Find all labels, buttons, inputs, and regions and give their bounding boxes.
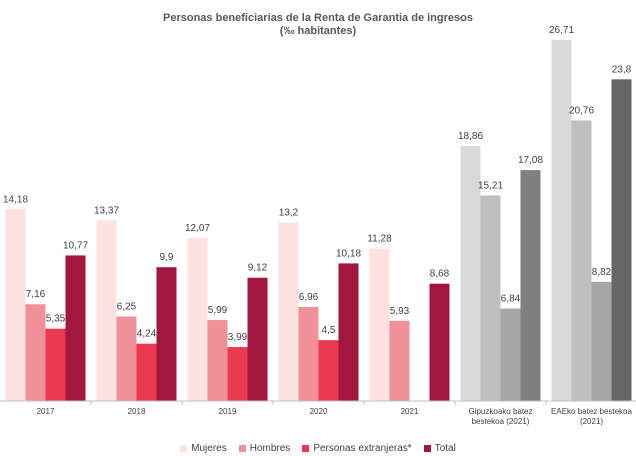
bar bbox=[5, 209, 26, 401]
bar bbox=[500, 308, 521, 401]
plot: 14,18 7,16 5,35 10,77 13,37 6,25 4,24 9,9 12,07 5… bbox=[0, 25, 636, 405]
value-label: 4,5 bbox=[322, 325, 336, 336]
x-tick-label: 2017 bbox=[36, 407, 55, 416]
value-label: 17,08 bbox=[518, 155, 543, 166]
legend-swatch bbox=[180, 445, 188, 452]
value-label: 7,16 bbox=[26, 289, 46, 300]
bar bbox=[611, 79, 632, 402]
value-label: 23,8 bbox=[612, 64, 632, 75]
value-label: 8,82 bbox=[592, 267, 612, 278]
legend-item: Total bbox=[423, 443, 456, 454]
bar bbox=[207, 320, 228, 401]
value-label: 6,96 bbox=[299, 292, 319, 303]
value-label: 20,76 bbox=[569, 105, 594, 116]
value-label: 6,84 bbox=[501, 294, 521, 305]
bar bbox=[247, 277, 268, 401]
legend-swatch bbox=[302, 445, 310, 452]
bar bbox=[227, 347, 248, 401]
x-tick-label: EAEko batez bestekoa (2021) bbox=[551, 407, 632, 426]
bar bbox=[551, 40, 572, 401]
value-label: 11,28 bbox=[367, 234, 392, 245]
legend-swatch bbox=[238, 445, 246, 452]
legend-swatch bbox=[423, 445, 431, 452]
bar bbox=[591, 281, 612, 401]
x-tick-label: 2019 bbox=[218, 407, 237, 416]
legend-label: Total bbox=[434, 443, 456, 454]
bar bbox=[571, 120, 592, 401]
bar bbox=[460, 146, 481, 401]
bar bbox=[25, 304, 46, 401]
value-label: 4,24 bbox=[137, 329, 157, 340]
legend-label: Mujeres bbox=[191, 443, 227, 454]
legend-label: Hombres bbox=[249, 443, 291, 454]
value-label: 9,9 bbox=[160, 252, 174, 263]
value-label: 3,99 bbox=[228, 332, 248, 343]
legend-item: Hombres bbox=[238, 443, 291, 454]
legend-item: Personas extranjeras* bbox=[302, 443, 412, 454]
bar bbox=[298, 306, 319, 401]
bar bbox=[116, 316, 137, 401]
value-label: 12,07 bbox=[185, 223, 210, 234]
x-tick-label: 2018 bbox=[127, 407, 146, 416]
value-label: 10,18 bbox=[336, 248, 361, 259]
value-label: 8,68 bbox=[430, 269, 450, 280]
x-tick-label: 2020 bbox=[309, 407, 328, 416]
legend: Mujeres Hombres Personas extranjeras* Total bbox=[0, 443, 636, 454]
bar bbox=[136, 343, 157, 401]
chart-title: Personas beneficiarias de la Renta de Ga… bbox=[163, 12, 473, 24]
bar bbox=[187, 237, 208, 401]
legend-label: Personas extranjeras* bbox=[313, 443, 412, 454]
bar bbox=[520, 170, 541, 401]
value-label: 26,71 bbox=[549, 25, 574, 36]
value-label: 10,77 bbox=[63, 240, 88, 251]
value-label: 13,37 bbox=[94, 205, 119, 216]
value-label: 5,93 bbox=[390, 306, 410, 317]
bar bbox=[96, 220, 117, 401]
bar bbox=[369, 248, 390, 401]
value-label: 5,35 bbox=[46, 314, 66, 325]
value-label: 6,25 bbox=[117, 302, 137, 313]
bar bbox=[278, 222, 299, 401]
bar bbox=[338, 263, 359, 401]
bar bbox=[65, 255, 86, 401]
value-label: 18,86 bbox=[458, 131, 483, 142]
value-label: 9,12 bbox=[248, 263, 268, 274]
bar bbox=[318, 340, 339, 401]
value-label: 5,99 bbox=[208, 305, 228, 316]
value-label: 14,18 bbox=[3, 194, 28, 205]
x-tick-label: 2021 bbox=[400, 407, 419, 416]
legend-item: Mujeres bbox=[180, 443, 227, 454]
x-tick-label: Gipuzkoako batez bestekoa (2021) bbox=[468, 407, 533, 426]
bar bbox=[480, 195, 501, 401]
bar bbox=[156, 267, 177, 401]
bar bbox=[429, 283, 450, 401]
value-label: 15,21 bbox=[478, 180, 503, 191]
bar bbox=[45, 328, 66, 401]
chart-subtitle: (‰ habitantes) bbox=[279, 25, 357, 37]
value-label: 13,2 bbox=[279, 208, 299, 219]
bar bbox=[389, 320, 410, 401]
